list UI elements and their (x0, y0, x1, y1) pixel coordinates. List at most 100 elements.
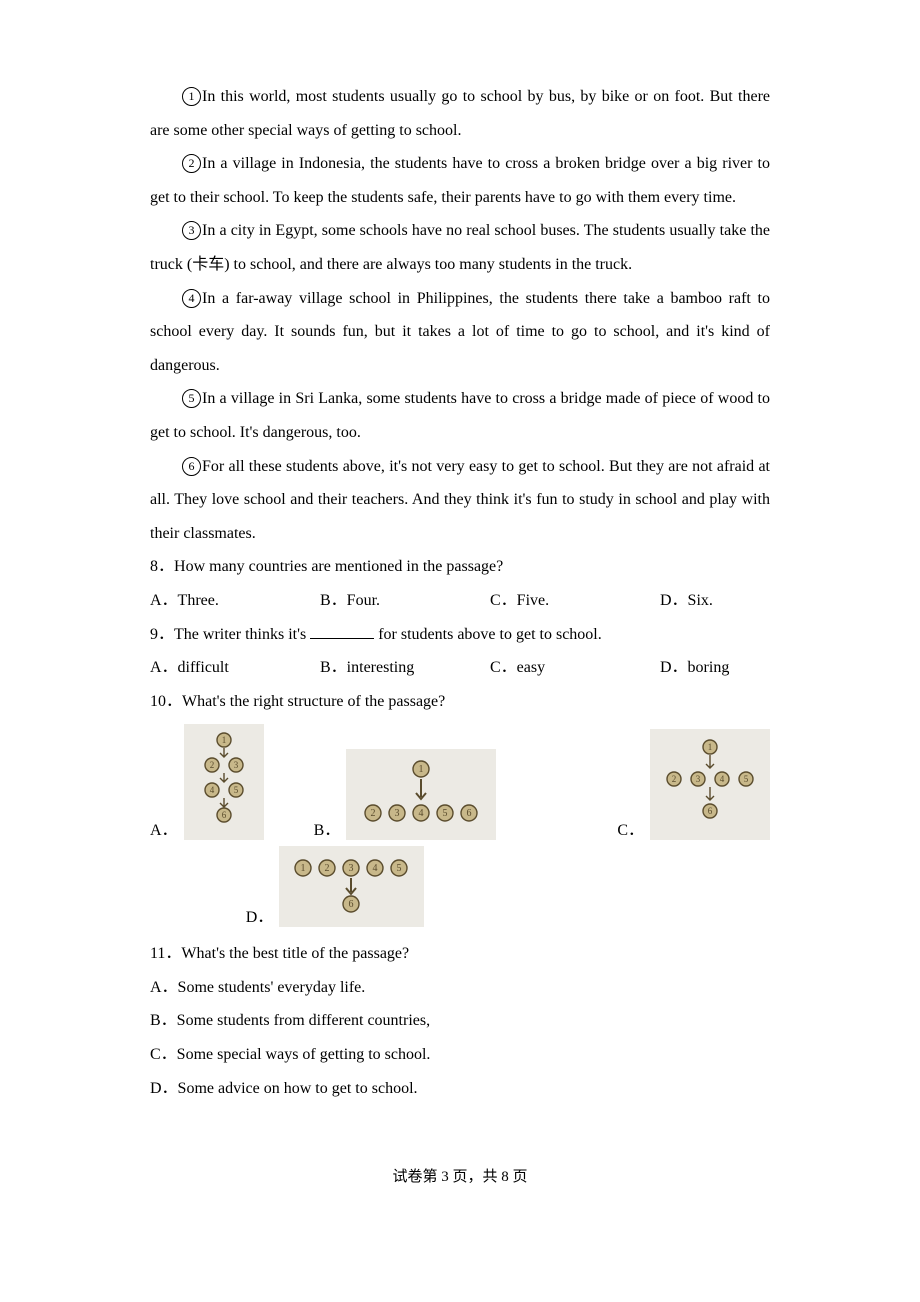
para-6: For all these students above, it's not v… (150, 458, 770, 542)
para-2-wrap: 2In a village in Indonesia, the students… (150, 147, 770, 214)
page: 1In this world, most students usually go… (0, 0, 920, 1226)
q9-before: The writer thinks it's (174, 626, 310, 643)
svg-text:6: 6 (467, 808, 472, 819)
para-5-wrap: 5In a village in Sri Lanka, some student… (150, 382, 770, 449)
diagram-d-svg: 1 2 3 4 5 6 (289, 854, 414, 919)
q10-d-label: D． (246, 903, 274, 927)
diagram-a-svg: 1 2 3 4 5 6 (194, 732, 254, 832)
q9-opt-a[interactable]: A．difficult (150, 651, 320, 685)
q11-sep: ． (165, 945, 181, 962)
q9-blank (310, 638, 374, 639)
footer-mid: 页，共 (449, 1169, 502, 1185)
para-1: In this world, most students usually go … (150, 88, 770, 139)
para-1-wrap: 1In this world, most students usually go… (150, 80, 770, 147)
svg-text:2: 2 (209, 760, 214, 770)
svg-text:4: 4 (720, 774, 725, 784)
svg-text:3: 3 (349, 863, 354, 874)
q10-num: 10 (150, 693, 166, 710)
q10-text: What's the right structure of the passag… (182, 693, 445, 710)
q10-diagram-c: 1 2 3 4 5 6 (650, 729, 770, 840)
para-3-wrap: 3In a city in Egypt, some schools have n… (150, 214, 770, 281)
q11-num: 11 (150, 945, 165, 962)
para-6-wrap: 6For all these students above, it's not … (150, 450, 770, 551)
q8-opt-a[interactable]: A．Three. (150, 584, 320, 618)
q10-diagram-a: 1 2 3 4 5 6 (184, 724, 264, 840)
q10-row2: D． 1 2 3 4 5 6 (150, 846, 520, 927)
svg-text:5: 5 (397, 863, 402, 874)
q8-stem: 8．How many countries are mentioned in th… (150, 550, 770, 584)
para-3b: ) to school, and there are always too ma… (224, 256, 632, 273)
diagram-b-svg: 1 2 3 4 5 6 (356, 757, 486, 832)
q9-opt-b[interactable]: B．interesting (320, 651, 490, 685)
para-4-wrap: 4In a far-away village school in Philipp… (150, 282, 770, 383)
q11-opt-b[interactable]: B．Some students from different countries… (150, 1004, 770, 1038)
svg-text:6: 6 (708, 806, 713, 816)
q10-c-label: C． (617, 816, 644, 840)
svg-text:2: 2 (371, 808, 376, 819)
q10-diagram-b: 1 2 3 4 5 6 (346, 749, 496, 840)
para-4: In a far-away village school in Philippi… (150, 290, 770, 374)
q10-opt-b[interactable]: B． 1 2 3 4 5 6 (314, 749, 497, 840)
svg-text:3: 3 (696, 774, 701, 784)
svg-text:2: 2 (325, 863, 330, 874)
svg-text:4: 4 (373, 863, 378, 874)
svg-text:6: 6 (349, 899, 354, 910)
svg-text:3: 3 (233, 760, 238, 770)
q10-opt-c[interactable]: C． 1 2 3 4 5 6 (617, 729, 770, 840)
svg-text:5: 5 (233, 785, 238, 795)
circled-1: 1 (182, 87, 201, 106)
q8-options: A．Three. B．Four. C．Five. D．Six. (150, 584, 770, 618)
svg-text:1: 1 (708, 742, 713, 752)
q9-num: 9 (150, 626, 158, 643)
q9-opt-c[interactable]: C．easy (490, 651, 660, 685)
diagram-c-svg: 1 2 3 4 5 6 (660, 737, 760, 832)
q8-num: 8 (150, 558, 158, 575)
footer-page: 3 (441, 1169, 449, 1185)
q11-stem: 11．What's the best title of the passage? (150, 937, 770, 971)
svg-text:1: 1 (419, 764, 424, 775)
q10-a-label: A． (150, 816, 178, 840)
circled-5: 5 (182, 389, 201, 408)
q10-stem: 10．What's the right structure of the pas… (150, 685, 770, 719)
svg-text:1: 1 (301, 863, 306, 874)
svg-text:6: 6 (221, 810, 226, 820)
svg-text:4: 4 (209, 785, 214, 795)
q10-row1: A． 1 2 3 4 5 6 (150, 724, 770, 840)
para-5: In a village in Sri Lanka, some students… (150, 390, 770, 441)
circled-4: 4 (182, 289, 201, 308)
footer-left: 试卷第 (392, 1169, 441, 1185)
q11-opt-c[interactable]: C．Some special ways of getting to school… (150, 1038, 770, 1072)
q10-opt-d[interactable]: D． 1 2 3 4 5 6 (246, 846, 425, 927)
svg-text:1: 1 (221, 735, 226, 745)
q8-text: How many countries are mentioned in the … (174, 558, 503, 575)
svg-text:2: 2 (672, 774, 677, 784)
footer-right: 页 (509, 1169, 528, 1185)
svg-text:3: 3 (395, 808, 400, 819)
circled-6: 6 (182, 457, 201, 476)
svg-text:4: 4 (419, 808, 424, 819)
q9-sep: ． (158, 626, 174, 643)
q11-text: What's the best title of the passage? (181, 945, 409, 962)
q10-b-label: B． (314, 816, 341, 840)
circled-3: 3 (182, 221, 201, 240)
q10-opt-a[interactable]: A． 1 2 3 4 5 6 (150, 724, 264, 840)
q9-options: A．difficult B．interesting C．easy D．borin… (150, 651, 770, 685)
q9-opt-d[interactable]: D．boring (660, 651, 729, 685)
circled-2: 2 (182, 154, 201, 173)
para-2: In a village in Indonesia, the students … (150, 155, 770, 206)
page-footer: 试卷第 3 页，共 8 页 (150, 1165, 770, 1186)
svg-text:5: 5 (443, 808, 448, 819)
footer-total: 8 (501, 1169, 509, 1185)
q8-sep: ． (158, 558, 174, 575)
q8-opt-c[interactable]: C．Five. (490, 584, 660, 618)
svg-text:5: 5 (744, 774, 749, 784)
q11-opt-a[interactable]: A．Some students' everyday life. (150, 971, 770, 1005)
q11-opt-d[interactable]: D．Some advice on how to get to school. (150, 1072, 770, 1106)
q8-opt-b[interactable]: B．Four. (320, 584, 490, 618)
q10-diagram-d: 1 2 3 4 5 6 (279, 846, 424, 927)
q9-after: for students above to get to school. (374, 626, 602, 643)
q8-opt-d[interactable]: D．Six. (660, 584, 713, 618)
q10-sep: ． (166, 693, 182, 710)
para-3-cn: 卡车 (192, 256, 224, 273)
q9-stem: 9．The writer thinks it's for students ab… (150, 618, 770, 652)
